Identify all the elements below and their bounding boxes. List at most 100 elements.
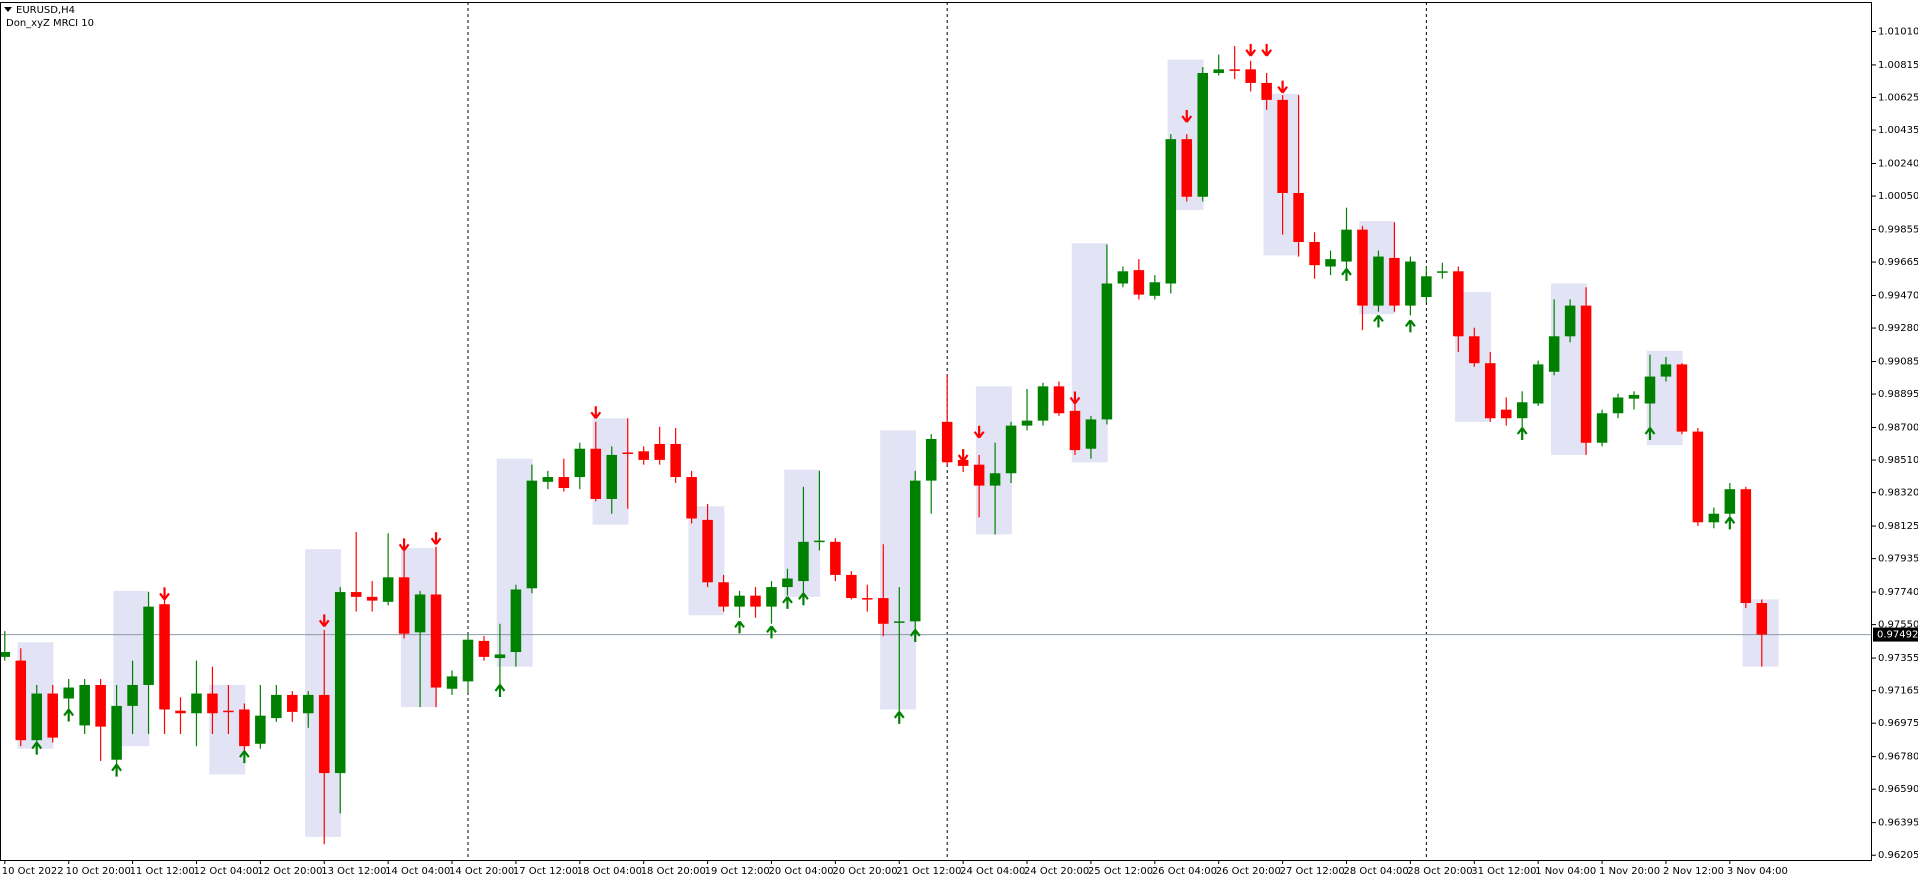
candle-body — [766, 587, 777, 607]
buy-arrow — [1341, 268, 1352, 281]
buy-arrow — [1644, 427, 1656, 440]
candle — [1357, 226, 1368, 331]
candle — [1373, 250, 1384, 312]
buy-arrow — [1724, 516, 1736, 530]
candle-body — [207, 693, 218, 714]
candle — [382, 533, 394, 606]
buy-arrow — [782, 596, 793, 609]
candle — [1724, 483, 1736, 520]
candle — [526, 464, 538, 594]
buy-arrow — [909, 629, 921, 642]
sell-arrow — [318, 614, 330, 628]
candle — [0, 631, 11, 661]
candle — [1564, 299, 1576, 343]
x-tick-label: 14 Oct 04:00 — [385, 866, 450, 877]
candle-body — [175, 710, 186, 714]
candle — [1117, 266, 1129, 288]
candle-body — [542, 477, 554, 482]
candle — [223, 684, 234, 734]
candle — [606, 446, 618, 514]
y-tick-label: 0.99280 — [1878, 323, 1918, 334]
candle-body — [1213, 69, 1224, 73]
candle-body — [1580, 305, 1592, 443]
candle-body — [111, 705, 122, 760]
candle-body — [1005, 425, 1017, 474]
buy-arrow — [893, 711, 905, 724]
x-tick-label: 24 Oct 20:00 — [1024, 866, 1089, 877]
candle-body — [382, 577, 394, 602]
x-tick-label: 18 Oct 20:00 — [641, 866, 706, 877]
candle — [47, 684, 58, 743]
candle-body — [1085, 419, 1097, 449]
x-tick-label: 26 Oct 20:00 — [1216, 866, 1281, 877]
candle-body — [526, 480, 538, 589]
buy-arrow — [1405, 319, 1416, 333]
candle-body — [1564, 305, 1576, 337]
candle-body — [1389, 257, 1400, 306]
candle — [622, 418, 633, 509]
x-tick-label: 14 Oct 20:00 — [449, 866, 514, 877]
candle — [1756, 599, 1768, 667]
x-tick-label: 21 Oct 12:00 — [896, 866, 961, 877]
candle-body — [750, 595, 761, 607]
candle — [1500, 397, 1512, 426]
candle — [1612, 393, 1624, 419]
candle — [750, 587, 761, 618]
y-tick-label: 0.96975 — [1878, 718, 1918, 729]
x-tick-label: 12 Oct 04:00 — [193, 866, 258, 877]
candle-body — [1676, 364, 1688, 432]
x-tick-label: 20 Oct 04:00 — [768, 866, 833, 877]
candle-body — [462, 639, 474, 682]
y-tick-label: 0.98510 — [1878, 455, 1918, 466]
y-tick-label: 0.96395 — [1878, 818, 1918, 829]
candle-body — [223, 710, 234, 713]
candle — [398, 546, 410, 639]
candle-body — [143, 606, 154, 685]
candle — [1213, 54, 1224, 76]
x-tick-label: 11 Oct 12:00 — [130, 866, 195, 877]
candle-body — [1708, 513, 1720, 523]
candle-body — [318, 694, 330, 774]
candle — [878, 544, 889, 637]
candle-body — [1516, 402, 1528, 419]
candle — [558, 458, 570, 492]
buy-arrow — [1516, 427, 1528, 440]
candle — [31, 684, 43, 747]
candle-body — [734, 595, 745, 607]
candle — [1277, 95, 1288, 235]
candle-body — [1469, 336, 1480, 364]
x-tick-label: 10 Oct 20:00 — [66, 866, 131, 877]
candle-body — [31, 693, 43, 741]
candle — [287, 691, 298, 722]
x-tick-label: 3 Nov 04:00 — [1727, 866, 1788, 877]
candle — [494, 623, 506, 685]
candle — [1133, 259, 1145, 300]
candle-body — [1692, 431, 1704, 523]
x-tick-label: 28 Oct 04:00 — [1343, 866, 1408, 877]
chart-title: EURUSD,H4 — [16, 5, 75, 16]
candle-body — [1165, 139, 1177, 284]
x-tick-label: 31 Oct 12:00 — [1471, 866, 1536, 877]
y-tick-label: 0.99665 — [1878, 257, 1918, 268]
sell-arrow — [430, 532, 442, 545]
x-tick-label: 24 Oct 04:00 — [960, 866, 1025, 877]
candle-body — [590, 448, 602, 499]
candle — [686, 470, 697, 524]
candle — [734, 590, 745, 618]
sell-arrow — [159, 587, 170, 601]
candle-body — [1500, 409, 1512, 419]
candle — [718, 574, 729, 612]
candle — [111, 684, 122, 771]
x-tick-label: 1 Nov 04:00 — [1535, 866, 1596, 877]
candle-body — [287, 694, 298, 712]
x-tick-label: 13 Oct 12:00 — [321, 866, 386, 877]
candle — [1628, 391, 1640, 410]
candle — [510, 584, 522, 667]
candle — [1053, 381, 1065, 416]
y-tick-label: 0.98320 — [1878, 488, 1918, 499]
candle — [1405, 256, 1416, 316]
candle-body — [622, 452, 633, 455]
candle-body — [718, 582, 729, 607]
candle — [1692, 428, 1704, 526]
